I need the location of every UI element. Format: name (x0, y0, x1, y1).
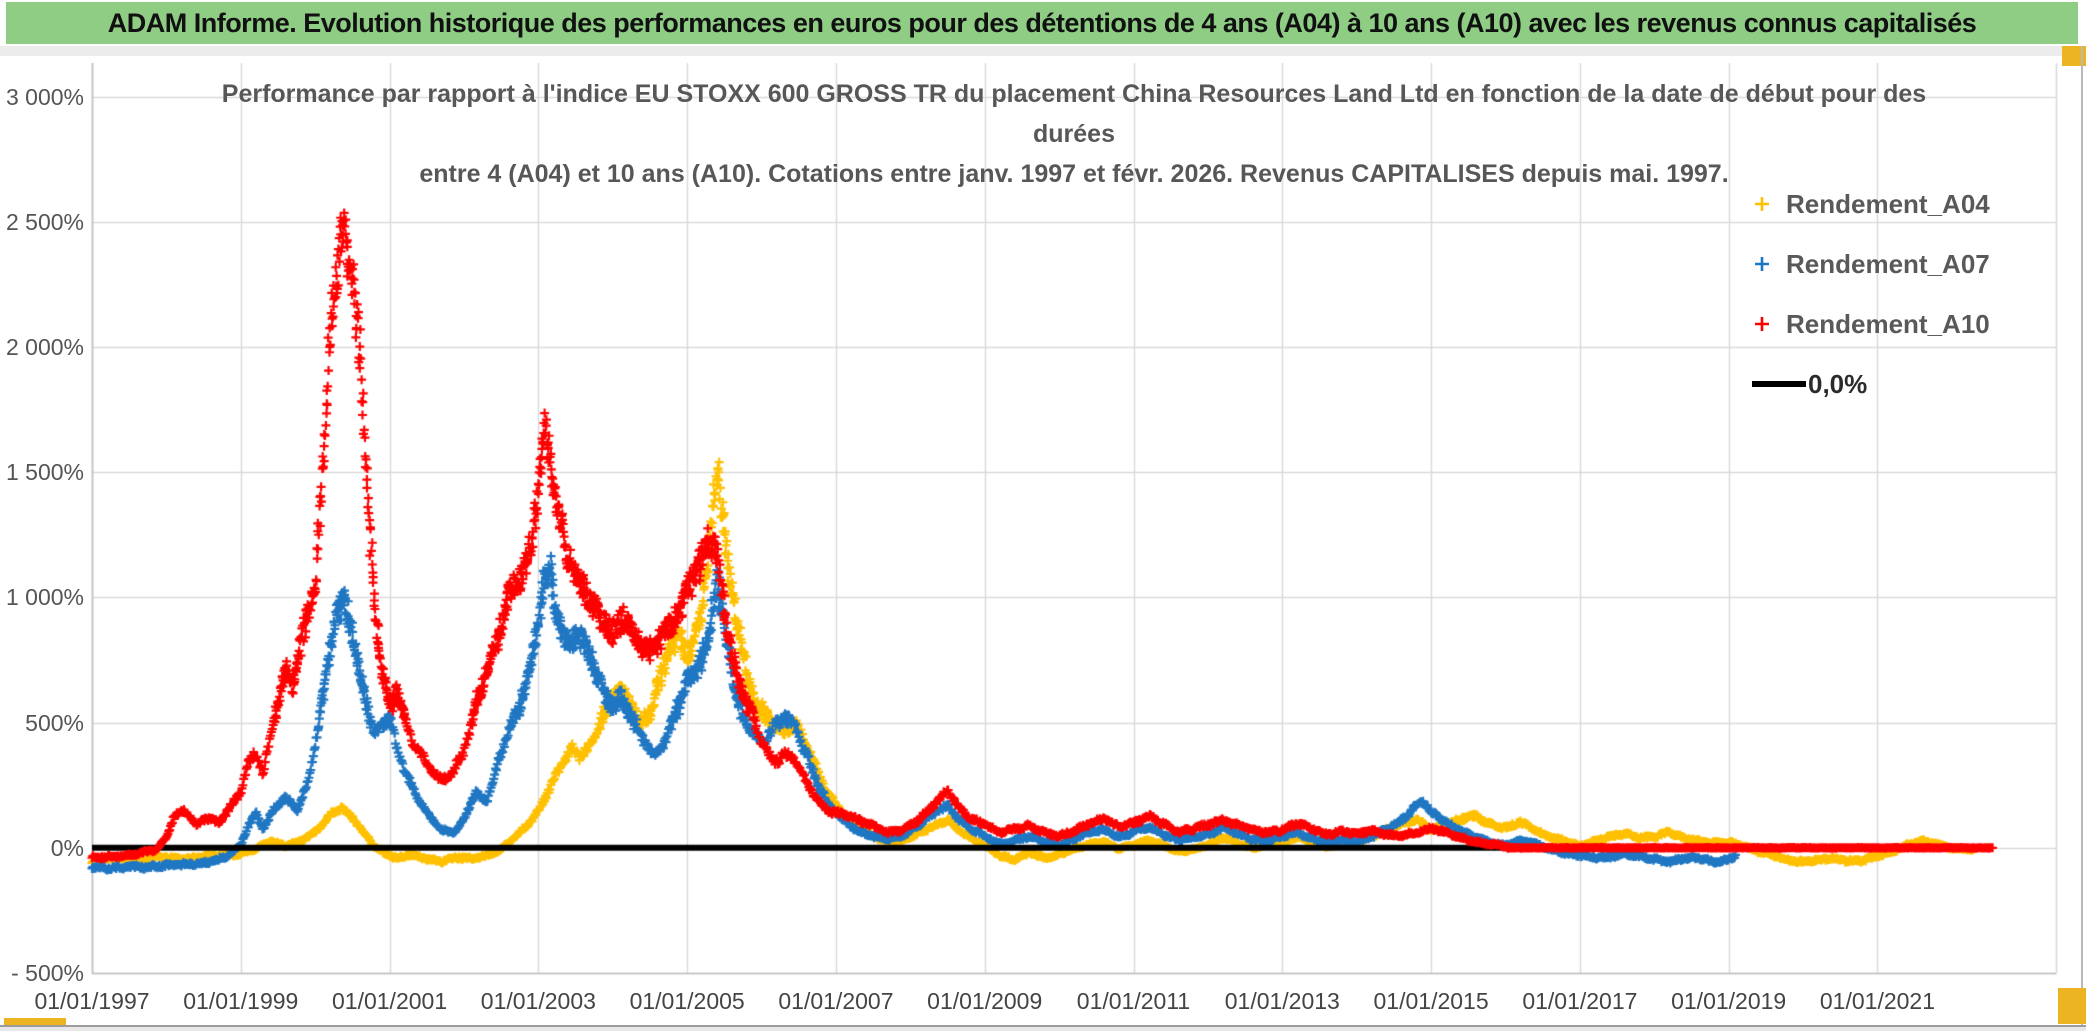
chart-title: Performance par rapport à l'indice EU ST… (92, 74, 2056, 194)
legend-label: Rendement_A10 (1786, 308, 1990, 339)
legend-item-0-0-: 0,0% (1752, 366, 1867, 402)
legend-label: 0,0% (1808, 368, 1868, 399)
plus-marker-icon (1755, 257, 1769, 271)
x-axis-label: 01/01/2001 (332, 988, 448, 1014)
x-axis-label: 01/01/2017 (1522, 988, 1638, 1014)
x-axis-label: 01/01/2015 (1373, 988, 1489, 1014)
x-axis-label: 01/01/2007 (778, 988, 894, 1014)
x-axis-label: 01/01/2005 (629, 988, 745, 1014)
plus-marker-icon (1755, 197, 1769, 211)
x-axis-label: 01/01/2021 (1819, 988, 1936, 1014)
y-axis-label: 2 500% (5, 208, 84, 235)
y-axis-label: 1 000% (5, 584, 84, 611)
legend-label: Rendement_A04 (1786, 188, 1990, 219)
x-axis-label: 01/01/2019 (1671, 988, 1787, 1014)
y-axis-label: 1 500% (5, 459, 84, 486)
x-axis-label: 01/01/2013 (1224, 988, 1340, 1014)
x-axis-label: 01/01/2011 (1076, 988, 1191, 1014)
y-axis-label: 3 000% (5, 83, 84, 110)
zero-line-swatch (1752, 381, 1806, 387)
y-axis-label: 2 000% (5, 334, 84, 361)
plus-marker-icon (1755, 317, 1769, 331)
legend-item-rendement-a07: Rendement_A07 (1752, 246, 1990, 282)
legend-item-rendement-a10: Rendement_A10 (1752, 306, 1990, 342)
x-axis-label: 01/01/2009 (927, 988, 1043, 1014)
x-axis-label: 01/01/1997 (34, 988, 150, 1014)
y-axis-label: 500% (25, 709, 84, 736)
legend-item-rendement-a04: Rendement_A04 (1752, 186, 1990, 222)
chart-title-line-2: durées (1033, 120, 1115, 148)
chart-title-line-1: Performance par rapport à l'indice EU ST… (221, 80, 1927, 108)
y-axis-label: - 500% (11, 960, 84, 986)
x-axis-label: 01/01/1999 (183, 988, 299, 1014)
x-axis-label: 01/01/2003 (480, 988, 596, 1014)
y-axis-label: 0% (50, 834, 84, 861)
legend-label: Rendement_A07 (1786, 248, 1990, 279)
chart-title-line-3: entre 4 (A04) et 10 ans (A10). Cotations… (419, 160, 1729, 188)
